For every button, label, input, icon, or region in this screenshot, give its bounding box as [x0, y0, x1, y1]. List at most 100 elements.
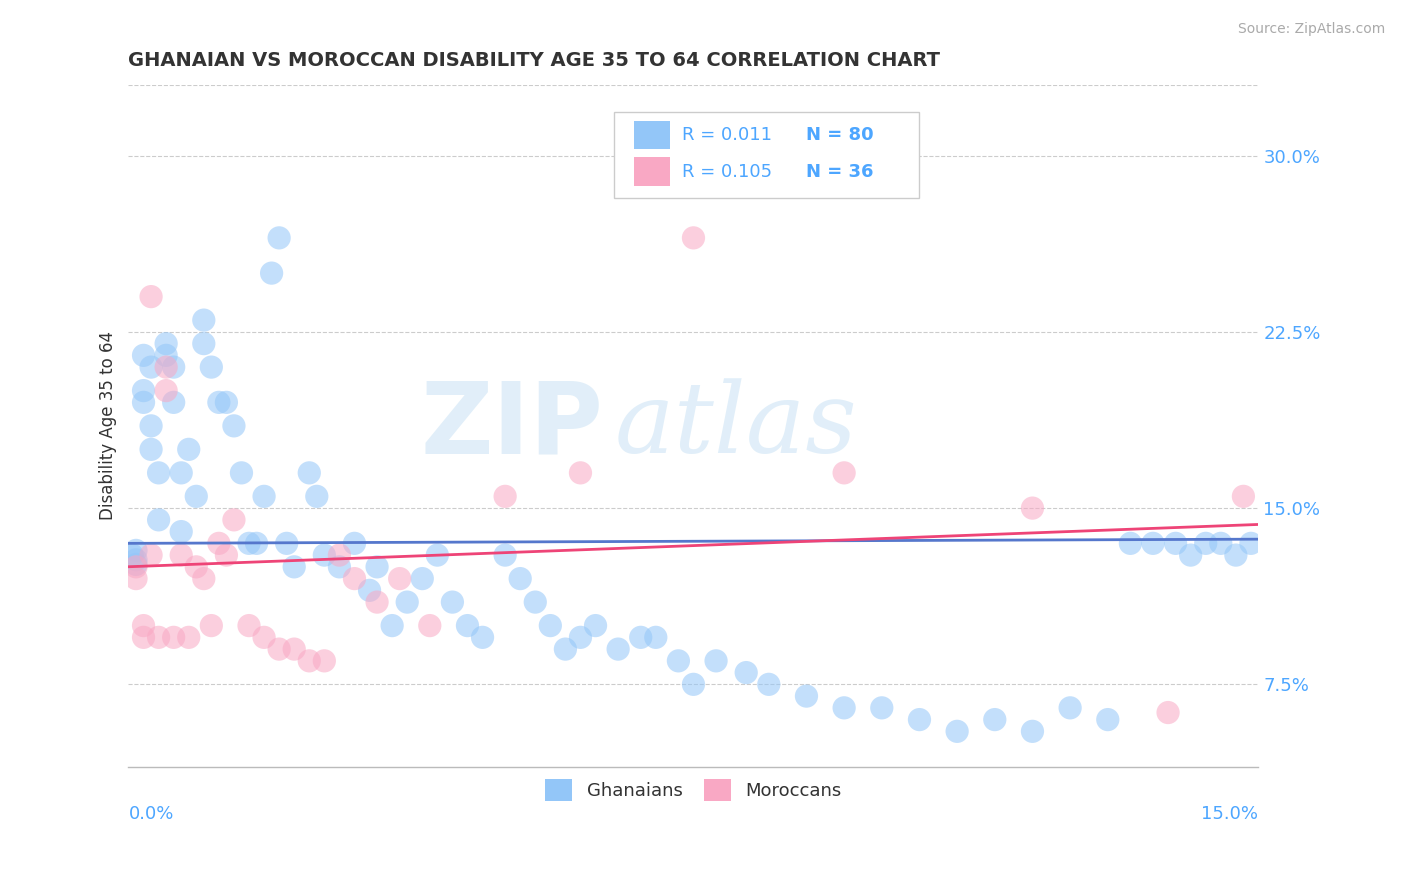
Legend: Ghanaians, Moroccans: Ghanaians, Moroccans: [538, 772, 849, 809]
Point: [1097, 713, 1119, 727]
Point: [148, 466, 170, 480]
Point: [222, 418, 245, 433]
Point: [139, 548, 162, 562]
Point: [314, 548, 336, 562]
FancyBboxPatch shape: [634, 120, 669, 149]
Point: [644, 631, 666, 645]
Point: [668, 654, 690, 668]
Point: [908, 713, 931, 727]
Point: [419, 618, 441, 632]
Point: [193, 313, 215, 327]
Point: [269, 642, 291, 657]
Point: [163, 631, 186, 645]
Point: [155, 384, 177, 398]
Point: [1232, 489, 1254, 503]
Point: [471, 631, 494, 645]
Point: [193, 572, 215, 586]
Point: [125, 572, 148, 586]
Point: [148, 513, 170, 527]
Point: [132, 348, 155, 362]
Point: [200, 360, 222, 375]
Point: [585, 618, 607, 632]
Point: [139, 418, 162, 433]
Point: [411, 572, 433, 586]
Point: [163, 395, 186, 409]
Point: [132, 631, 155, 645]
Point: [607, 642, 630, 657]
Point: [1119, 536, 1142, 550]
Point: [215, 395, 238, 409]
Point: [305, 489, 328, 503]
Point: [682, 677, 704, 691]
Point: [163, 360, 186, 375]
Point: [1059, 701, 1081, 715]
Point: [984, 713, 1007, 727]
Point: [155, 348, 177, 362]
Point: [238, 618, 260, 632]
Point: [494, 548, 516, 562]
Point: [314, 654, 336, 668]
Point: [155, 336, 177, 351]
Point: [125, 559, 148, 574]
Point: [139, 290, 162, 304]
Point: [186, 559, 208, 574]
Point: [870, 701, 893, 715]
Text: atlas: atlas: [614, 378, 858, 474]
Point: [208, 536, 231, 550]
Point: [231, 466, 253, 480]
Point: [494, 489, 516, 503]
Point: [758, 677, 780, 691]
Point: [222, 513, 245, 527]
Point: [554, 642, 576, 657]
Point: [704, 654, 727, 668]
Point: [1225, 548, 1247, 562]
Point: [200, 618, 222, 632]
Point: [215, 548, 238, 562]
Point: [125, 543, 148, 558]
Point: [238, 536, 260, 550]
Point: [396, 595, 419, 609]
Point: [139, 360, 162, 375]
Point: [569, 631, 592, 645]
Text: R = 0.011: R = 0.011: [682, 126, 772, 144]
Point: [832, 466, 855, 480]
Point: [125, 558, 148, 572]
Text: GHANAIAN VS MOROCCAN DISABILITY AGE 35 TO 64 CORRELATION CHART: GHANAIAN VS MOROCCAN DISABILITY AGE 35 T…: [128, 51, 941, 70]
Point: [121, 548, 143, 562]
Point: [132, 395, 155, 409]
Point: [193, 336, 215, 351]
Point: [269, 231, 291, 245]
Y-axis label: Disability Age 35 to 64: Disability Age 35 to 64: [100, 331, 117, 520]
Point: [682, 231, 704, 245]
Text: Source: ZipAtlas.com: Source: ZipAtlas.com: [1237, 22, 1385, 37]
Point: [569, 466, 592, 480]
Point: [343, 536, 366, 550]
Point: [524, 595, 547, 609]
Point: [245, 536, 267, 550]
Point: [1180, 548, 1202, 562]
Point: [1195, 536, 1218, 550]
Point: [132, 384, 155, 398]
Point: [946, 724, 969, 739]
Point: [426, 548, 449, 562]
Point: [343, 572, 366, 586]
Point: [1021, 724, 1043, 739]
Point: [359, 583, 381, 598]
Point: [1142, 536, 1164, 550]
Point: [283, 642, 305, 657]
Point: [260, 266, 283, 280]
Point: [177, 631, 200, 645]
Point: [328, 548, 350, 562]
Point: [1021, 501, 1043, 516]
FancyBboxPatch shape: [614, 112, 920, 197]
Text: 15.0%: 15.0%: [1202, 805, 1258, 823]
Point: [208, 395, 231, 409]
Point: [456, 618, 478, 632]
Point: [630, 631, 652, 645]
Point: [1157, 706, 1180, 720]
Point: [276, 536, 298, 550]
Point: [538, 618, 561, 632]
Point: [177, 442, 200, 457]
Point: [253, 489, 276, 503]
Point: [170, 524, 193, 539]
